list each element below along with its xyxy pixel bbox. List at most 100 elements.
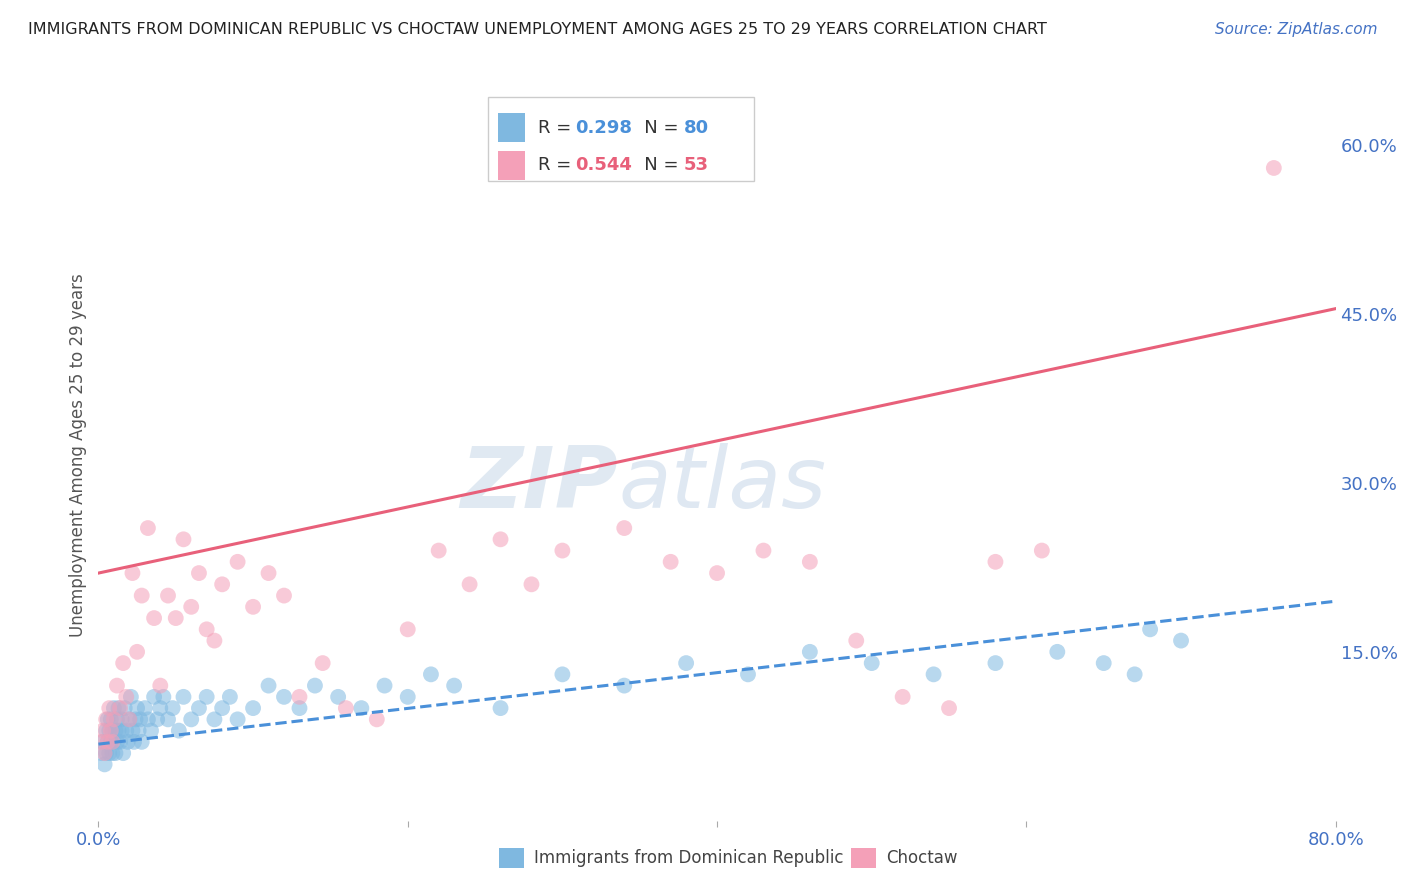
Bar [498, 113, 526, 142]
Point [613, 521, 636, 535]
Point [173, 533, 195, 547]
Point [1092, 656, 1115, 670]
Point [112, 656, 135, 670]
Point [129, 712, 152, 726]
Point [131, 735, 153, 749]
Point [204, 712, 226, 726]
Point [273, 690, 295, 704]
Text: R =: R = [537, 119, 576, 136]
Point [180, 599, 202, 614]
Y-axis label: Unemployment Among Ages 25 to 29 years: Unemployment Among Ages 25 to 29 years [69, 273, 87, 637]
Point [211, 701, 233, 715]
Point [257, 679, 280, 693]
Point [97, 735, 120, 749]
Point [922, 667, 945, 681]
Point [136, 712, 159, 726]
Point [984, 656, 1007, 670]
Point [288, 690, 311, 704]
Point [1170, 633, 1192, 648]
Point [128, 723, 150, 738]
Point [131, 589, 153, 603]
Point [105, 679, 128, 693]
Point [312, 656, 335, 670]
Point [304, 679, 326, 693]
Point [350, 701, 373, 715]
Point [143, 611, 166, 625]
Point [1046, 645, 1069, 659]
Point [139, 723, 162, 738]
Point [219, 690, 242, 704]
Point [149, 679, 172, 693]
Bar [498, 151, 526, 180]
Point [1123, 667, 1146, 681]
Point [752, 543, 775, 558]
Point [91, 723, 114, 738]
Point [799, 555, 821, 569]
Point [103, 712, 125, 726]
Point [799, 645, 821, 659]
Text: atlas: atlas [619, 442, 827, 525]
Point [1139, 623, 1161, 637]
Point [226, 555, 249, 569]
Point [98, 746, 121, 760]
Point [108, 701, 131, 715]
Point [143, 690, 166, 704]
Point [157, 712, 180, 726]
Point [103, 735, 125, 749]
Point [458, 577, 481, 591]
Point [195, 690, 218, 704]
Point [188, 566, 211, 580]
Point [121, 723, 143, 738]
Point [273, 589, 295, 603]
Text: Source: ZipAtlas.com: Source: ZipAtlas.com [1215, 22, 1378, 37]
Point [98, 701, 121, 715]
Point [489, 701, 512, 715]
Point [938, 701, 960, 715]
Point [165, 611, 187, 625]
Point [520, 577, 543, 591]
Point [860, 656, 883, 670]
Point [115, 690, 138, 704]
Point [167, 723, 190, 738]
Point [366, 712, 388, 726]
Point [96, 712, 118, 726]
Point [127, 645, 149, 659]
Point [90, 735, 112, 749]
Point [91, 735, 114, 749]
Point [105, 712, 128, 726]
Point [111, 723, 134, 738]
Point [188, 701, 211, 715]
Point [97, 712, 120, 726]
Point [845, 633, 868, 648]
Point [93, 757, 115, 772]
Point [96, 746, 118, 760]
Text: Choctaw: Choctaw [886, 849, 957, 867]
Point [891, 690, 914, 704]
Point [149, 701, 172, 715]
Point [675, 656, 697, 670]
Point [112, 746, 135, 760]
Point [419, 667, 441, 681]
Point [551, 543, 574, 558]
Point [101, 735, 124, 749]
Point [134, 701, 156, 715]
Point [98, 723, 121, 738]
Point [374, 679, 396, 693]
Point [146, 712, 169, 726]
Point [127, 701, 149, 715]
Point [107, 701, 129, 715]
Point [101, 746, 124, 760]
Point [118, 712, 141, 726]
Bar [488, 96, 754, 180]
Text: N =: N = [627, 119, 683, 136]
Point [195, 623, 218, 637]
Point [737, 667, 759, 681]
Point [180, 712, 202, 726]
Point [335, 701, 357, 715]
Point [396, 623, 419, 637]
Point [115, 723, 138, 738]
Point [257, 566, 280, 580]
Point [104, 746, 127, 760]
Text: Immigrants from Dominican Republic: Immigrants from Dominican Republic [534, 849, 844, 867]
Point [659, 555, 682, 569]
